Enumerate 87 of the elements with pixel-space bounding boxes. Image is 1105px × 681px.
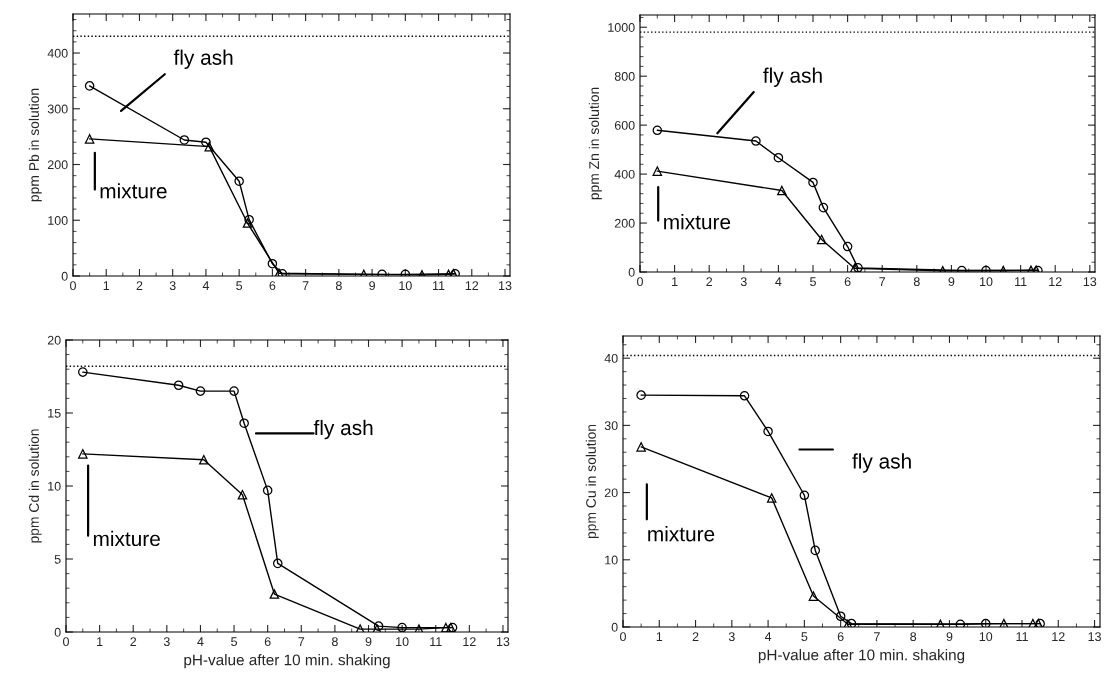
x-tick-label: 3	[163, 637, 170, 647]
x-tick-label: 5	[231, 637, 238, 647]
x-axis-title: pH-value after 10 min. shaking	[184, 654, 390, 669]
x-tick-label: 8	[910, 632, 917, 642]
x-tick-label: 5	[801, 632, 808, 642]
x-tick-label: 1	[656, 632, 663, 641]
y-tick-label: 100	[48, 216, 68, 225]
y-tick-label: 800	[614, 71, 635, 81]
x-tick-label: 4	[764, 632, 772, 641]
y-tick-label: 10	[605, 555, 618, 565]
x-tick-label: 6	[837, 632, 844, 642]
x-tick-label: 9	[365, 637, 372, 647]
text: fly ash	[173, 49, 233, 70]
x-tick-label: 12	[1049, 277, 1062, 286]
x-tick-label: 7	[874, 632, 880, 641]
text: fly ash	[763, 67, 822, 87]
x-tick-label: 3	[169, 281, 176, 291]
x-tick-label: 2	[706, 277, 713, 286]
y-tick-label: 200	[614, 218, 635, 228]
text: mixture	[93, 530, 160, 547]
x-tick-label: 7	[298, 637, 305, 646]
y-tick-label: 20	[604, 488, 618, 498]
y-axis-title: ppm Cu in solution	[585, 424, 599, 539]
y-axis-title: ppm Pb in solution	[28, 88, 42, 202]
y-tick-label: 30	[604, 421, 618, 431]
x-tick-label: 12	[463, 637, 476, 646]
y-tick-label: 1000	[608, 23, 635, 32]
x-tick-label: 1	[103, 281, 110, 290]
y-tick-label: 400	[47, 48, 68, 58]
x-tick-label: 4	[775, 277, 782, 286]
legend-label: mixture	[664, 214, 731, 230]
x-tick-label: 3	[740, 277, 747, 287]
y-tick-label: 40	[604, 353, 618, 363]
x-tick-label: 4	[202, 281, 210, 290]
x-tick-label: 12	[1052, 632, 1065, 641]
y-tick-label: 400	[614, 169, 635, 179]
text: mixture	[648, 526, 715, 542]
y-axis-title: ppm Cd in solution	[28, 429, 42, 543]
x-tick-label: 10	[979, 632, 993, 642]
x-tick-label: 2	[692, 632, 699, 641]
x-tick-label: 0	[637, 277, 643, 287]
x-tick-label: 11	[430, 637, 442, 646]
x-axis-title: pH-value after 10 min. shaking	[758, 649, 965, 664]
legend-label: mixture	[100, 183, 167, 199]
x-tick-label: 7	[302, 281, 309, 290]
x-tick-label: 8	[335, 281, 342, 291]
x-tick-label: 4	[197, 637, 204, 646]
x-tick-label: 12	[465, 281, 479, 290]
legend-label: fly ash	[852, 453, 911, 473]
legend-label: fly ash	[313, 419, 373, 440]
y-tick-label: 15	[48, 408, 61, 418]
y-tick-label: 5	[54, 554, 61, 564]
y-tick-label: 20	[47, 335, 61, 345]
y-tick-label: 300	[47, 104, 68, 114]
x-tick-label: 2	[136, 281, 143, 290]
x-tick-label: 1	[97, 637, 103, 646]
x-tick-label: 13	[496, 637, 510, 647]
x-tick-label: 3	[728, 632, 735, 642]
x-tick-label: 5	[236, 281, 243, 291]
x-tick-label: 6	[844, 277, 851, 287]
y-axis-title: ppm Zn in solution	[588, 87, 602, 200]
y-tick-label: 10	[48, 481, 61, 491]
x-tick-label: 6	[264, 637, 271, 647]
x-tick-label: 10	[980, 277, 993, 287]
x-tick-label: 11	[433, 281, 445, 290]
x-tick-label: 11	[1016, 632, 1028, 641]
x-tick-label: 9	[369, 281, 375, 291]
y-tick-label: 600	[614, 120, 635, 130]
x-tick-label: 13	[1088, 632, 1101, 642]
x-tick-label: 8	[331, 637, 338, 647]
y-tick-label: 200	[47, 160, 68, 170]
x-tick-label: 0	[70, 281, 76, 291]
x-tick-label: 10	[396, 637, 409, 647]
x-tick-label: 6	[269, 281, 276, 291]
x-tick-label: 13	[1083, 277, 1097, 287]
x-tick-label: 1	[672, 277, 678, 286]
y-tick-label: 0	[611, 622, 618, 632]
x-tick-label: 2	[130, 637, 137, 646]
x-tick-label: 10	[399, 281, 412, 291]
x-tick-label: 8	[913, 277, 920, 287]
x-tick-label: 13	[499, 281, 512, 291]
x-tick-label: 9	[946, 632, 953, 642]
x-tick-label: 5	[810, 277, 816, 287]
x-tick-label: 7	[879, 277, 886, 286]
x-tick-label: 9	[948, 277, 955, 287]
x-tick-label: 11	[1015, 277, 1027, 286]
y-tick-label: 0	[628, 267, 635, 277]
